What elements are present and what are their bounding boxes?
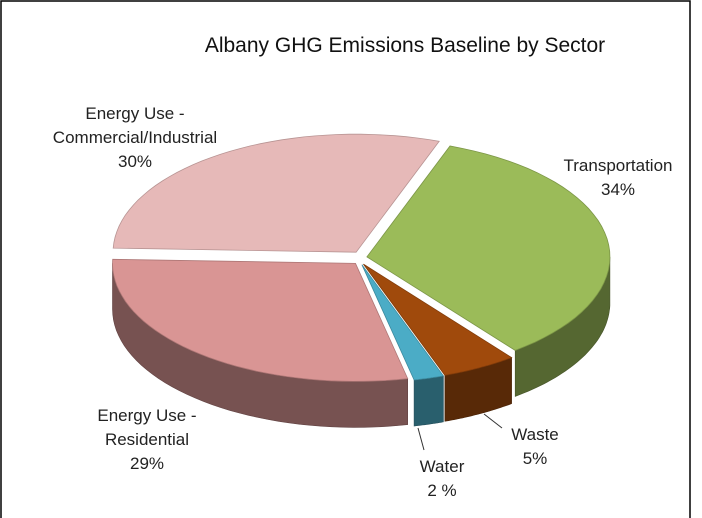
slice-label-value: 34%: [600, 180, 636, 199]
slice-label-value: 30%: [117, 152, 153, 171]
slice-label: Energy Use - Residential 29%: [87, 404, 207, 476]
leader-line: [417, 427, 425, 451]
slice-label: Energy Use - Commercial/Industrial 30%: [30, 102, 240, 174]
slice-label-name: Waste: [511, 425, 559, 444]
leader-line: [483, 413, 503, 429]
slice: [112, 258, 409, 382]
slice-label-value: 2 %: [427, 481, 457, 500]
slice-label-name: Transportation: [563, 156, 673, 175]
slice: [363, 263, 513, 376]
slice-label-value: 5%: [522, 449, 548, 468]
slice-label: Water 2 %: [392, 455, 492, 503]
slice: [361, 264, 445, 381]
slice: [112, 133, 440, 253]
slice-label-name: Water: [419, 457, 465, 476]
chart-title: Albany GHG Emissions Baseline by Sector: [204, 34, 606, 57]
slice: [366, 145, 611, 351]
slice-side: [413, 375, 444, 427]
slice-label-name: Energy Use - Commercial/Industrial: [52, 104, 218, 147]
slice-label: Transportation 34%: [528, 154, 702, 202]
slice-label-name: Energy Use - Residential: [97, 406, 197, 449]
slice-label-value: 29%: [129, 454, 165, 473]
slice-label: Waste 5%: [485, 423, 585, 471]
